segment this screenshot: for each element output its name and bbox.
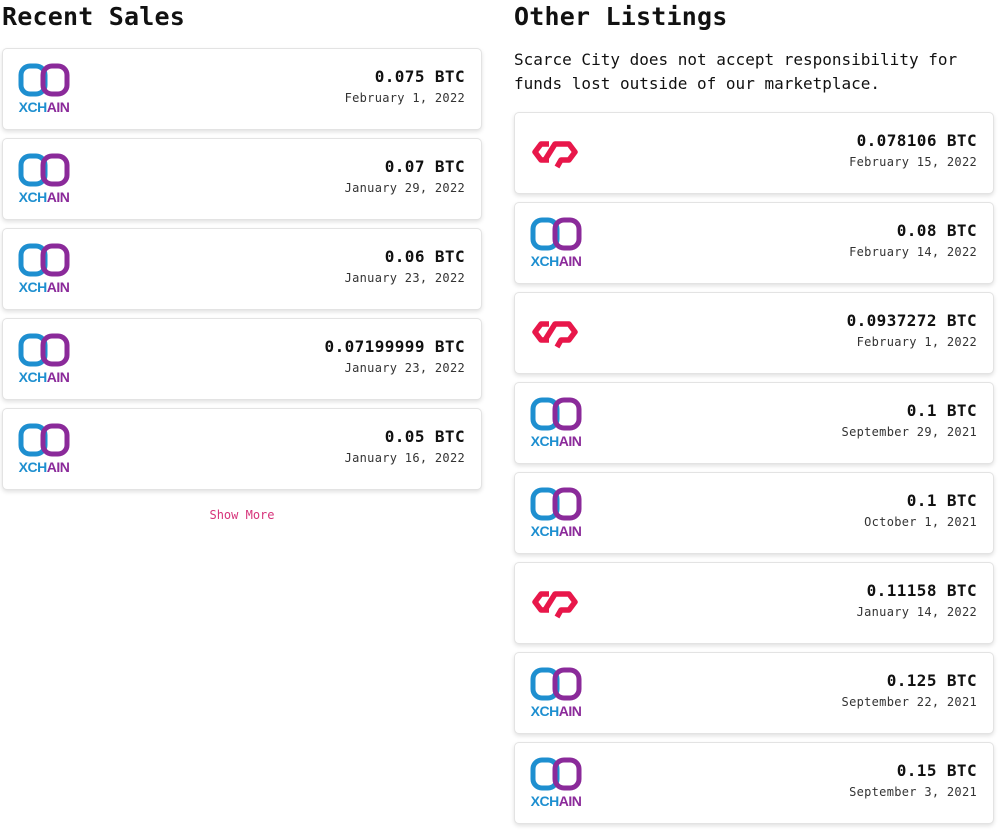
recent-sale-card[interactable]: XCHAIN 0.06 BTC January 23, 2022 [2, 228, 482, 310]
listing-card[interactable]: XCHAIN 0.1 BTC September 29, 2021 [514, 382, 994, 464]
price-label: 0.11158 BTC [866, 581, 977, 600]
xchain-logo-icon: XCHAIN [530, 217, 582, 269]
show-more-link[interactable]: Show More [209, 508, 275, 522]
price-label: 0.15 BTC [896, 761, 977, 780]
date-label: September 3, 2021 [849, 785, 977, 799]
other-listings-title: Other Listings [514, 2, 728, 31]
price-label: 0.07 BTC [384, 157, 465, 176]
other-listings-list: 0.078106 BTC February 15, 2022 XCHAIN 0.08 … [514, 112, 994, 824]
price-label: 0.08 BTC [896, 221, 977, 240]
svg-text:XCHAIN: XCHAIN [19, 99, 70, 115]
date-label: February 14, 2022 [849, 245, 977, 259]
price-label: 0.07199999 BTC [324, 337, 465, 356]
date-label: January 29, 2022 [344, 181, 465, 195]
svg-text:XCHAIN: XCHAIN [531, 523, 582, 539]
xchain-logo-icon: XCHAIN [18, 423, 70, 475]
listing-card[interactable]: 0.0937272 BTC February 1, 2022 [514, 292, 994, 374]
listing-card[interactable]: XCHAIN 0.08 BTC February 14, 2022 [514, 202, 994, 284]
svg-text:XCHAIN: XCHAIN [531, 253, 582, 269]
xchain-logo-icon: XCHAIN [18, 63, 70, 115]
recent-sale-card[interactable]: XCHAIN 0.07 BTC January 29, 2022 [2, 138, 482, 220]
recent-sales-title: Recent Sales [2, 2, 186, 31]
price-label: 0.078106 BTC [856, 131, 977, 150]
recent-sales-section: Recent Sales XCHAIN 0.075 BTC February 1, … [2, 0, 482, 522]
svg-text:XCHAIN: XCHAIN [531, 703, 582, 719]
price-label: 0.1 BTC [906, 491, 977, 510]
date-label: January 14, 2022 [856, 605, 977, 619]
disclaimer-text: Scarce City does not accept responsibili… [514, 50, 958, 93]
xchain-logo-icon: XCHAIN [18, 153, 70, 205]
listing-card[interactable]: XCHAIN 0.15 BTC September 3, 2021 [514, 742, 994, 824]
listing-card[interactable]: XCHAIN 0.1 BTC October 1, 2021 [514, 472, 994, 554]
svg-text:XCHAIN: XCHAIN [531, 433, 582, 449]
date-label: October 1, 2021 [864, 515, 977, 529]
counterparty-logo-icon [530, 577, 582, 629]
date-label: February 1, 2022 [856, 335, 977, 349]
price-label: 0.06 BTC [384, 247, 465, 266]
counterparty-logo-icon [530, 307, 582, 359]
price-label: 0.075 BTC [374, 67, 465, 86]
date-label: January 16, 2022 [344, 451, 465, 465]
xchain-logo-icon: XCHAIN [18, 333, 70, 385]
svg-text:XCHAIN: XCHAIN [531, 793, 582, 809]
xchain-logo-icon: XCHAIN [530, 397, 582, 449]
listing-card[interactable]: XCHAIN 0.125 BTC September 22, 2021 [514, 652, 994, 734]
xchain-logo-icon: XCHAIN [530, 667, 582, 719]
date-label: September 29, 2021 [841, 425, 977, 439]
svg-text:XCHAIN: XCHAIN [19, 189, 70, 205]
recent-sale-card[interactable]: XCHAIN 0.07199999 BTC January 23, 2022 [2, 318, 482, 400]
date-label: February 1, 2022 [344, 91, 465, 105]
recent-sale-card[interactable]: XCHAIN 0.075 BTC February 1, 2022 [2, 48, 482, 130]
listing-card[interactable]: 0.11158 BTC January 14, 2022 [514, 562, 994, 644]
xchain-logo-icon: XCHAIN [530, 487, 582, 539]
svg-text:XCHAIN: XCHAIN [19, 459, 70, 475]
recent-sales-list: XCHAIN 0.075 BTC February 1, 2022 XCHAIN 0.0… [2, 48, 482, 490]
price-label: 0.05 BTC [384, 427, 465, 446]
svg-text:XCHAIN: XCHAIN [19, 369, 70, 385]
other-listings-section: Other Listings Scarce City does not acce… [514, 0, 994, 832]
date-label: February 15, 2022 [849, 155, 977, 169]
listing-card[interactable]: 0.078106 BTC February 15, 2022 [514, 112, 994, 194]
price-label: 0.0937272 BTC [846, 311, 977, 330]
xchain-logo-icon: XCHAIN [530, 757, 582, 809]
price-label: 0.1 BTC [906, 401, 977, 420]
counterparty-logo-icon [530, 127, 582, 179]
svg-text:XCHAIN: XCHAIN [19, 279, 70, 295]
price-label: 0.125 BTC [886, 671, 977, 690]
date-label: January 23, 2022 [344, 271, 465, 285]
xchain-logo-icon: XCHAIN [18, 243, 70, 295]
date-label: January 23, 2022 [344, 361, 465, 375]
recent-sale-card[interactable]: XCHAIN 0.05 BTC January 16, 2022 [2, 408, 482, 490]
date-label: September 22, 2021 [841, 695, 977, 709]
